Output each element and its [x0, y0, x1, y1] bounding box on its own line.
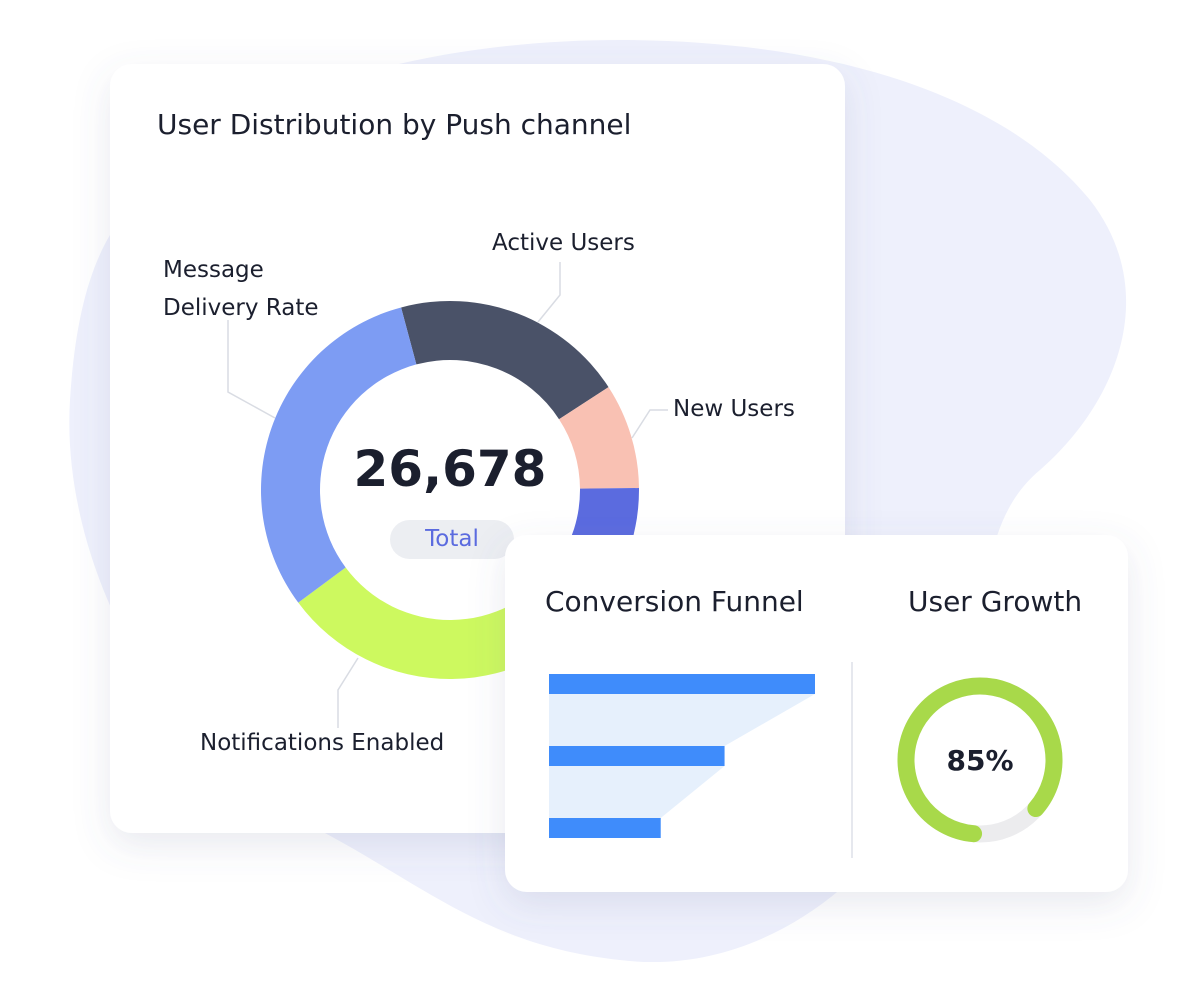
segment-label: New Users [673, 396, 795, 422]
total-label: Total [425, 526, 479, 552]
leader-line [337, 657, 359, 728]
leader-lines [227, 262, 668, 728]
progress-ring: 85% [897, 677, 1063, 843]
segment-label: Active Users [492, 230, 635, 256]
total-value: 26,678 [353, 440, 547, 498]
card-title: User Growth [908, 585, 1083, 618]
ring-progress [897, 677, 1063, 843]
funnel-connector [549, 694, 815, 746]
funnel-connector [549, 766, 725, 818]
leader-line [631, 409, 668, 439]
leader-line [537, 262, 561, 323]
funnel-bar [549, 818, 661, 838]
funnel [549, 674, 815, 838]
funnel-bar [549, 674, 815, 694]
donut-segment [559, 387, 639, 489]
segment-label: Notifications Enabled [200, 730, 445, 756]
donut-segment [261, 307, 417, 603]
segment-label: Message Delivery Rate [163, 257, 319, 321]
card-title: User Distribution by Push channel [157, 108, 632, 141]
total-pill [390, 520, 514, 559]
card-title: Conversion Funnel [545, 585, 804, 618]
ring-value: 85% [946, 744, 1013, 777]
funnel-bar [549, 746, 725, 766]
leader-line [227, 320, 276, 419]
donut-segment [401, 301, 609, 420]
